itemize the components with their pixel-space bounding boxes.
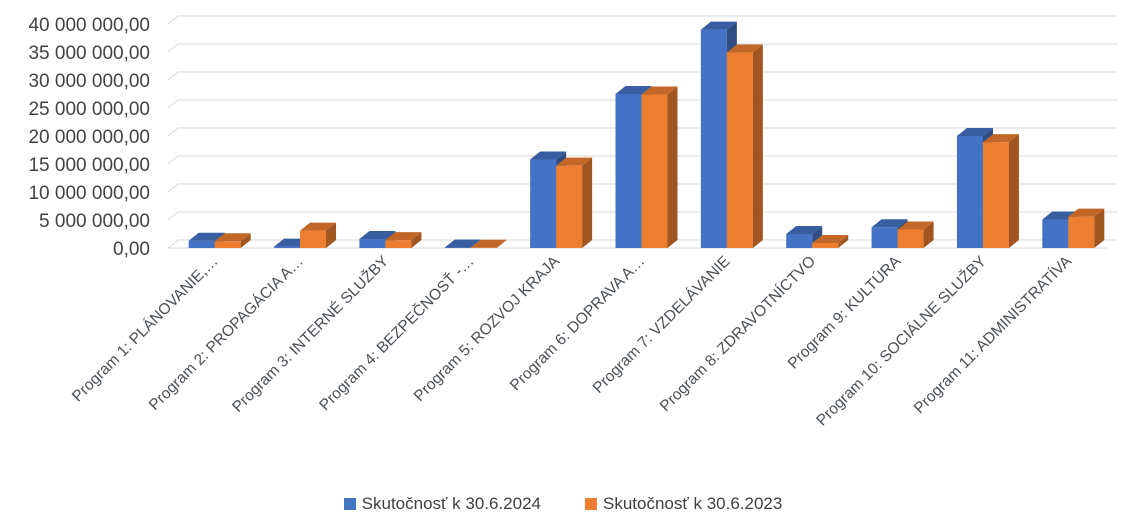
legend-swatch-2024 [343, 498, 356, 510]
gridline [167, 127, 1117, 137]
bar-2023-3 [385, 232, 422, 248]
y-tick-label: 0,00 [113, 239, 150, 260]
bar-2023-9 [897, 221, 934, 248]
y-tick-label: 5 000 000,00 [39, 211, 150, 232]
bar-2023-5 [556, 157, 593, 248]
x-tick-label: Program 10: SOCIÁLNE SLUŽBY [813, 253, 989, 429]
bar-2023-6 [641, 86, 678, 248]
y-axis: 0,00 5 000 000,00 10 000 000,00 15 000 000,… [28, 15, 150, 260]
legend-item-2024[interactable]: Skutočnosť k 30.6.2024 [343, 494, 541, 514]
bar-2023-8 [812, 234, 849, 248]
x-tick-label: Program 1: PLÁNOVANIE,… [69, 253, 222, 406]
x-tick-label: Program 4: BEZPEČNOSŤ -… [316, 253, 477, 414]
y-tick-label: 15 000 000,00 [28, 155, 150, 176]
bar-2024-8 [786, 226, 823, 248]
legend-label-2024: Skutočnosť k 30.6.2024 [361, 494, 541, 513]
bar-series [188, 21, 1105, 249]
y-tick-label: 30 000 000,00 [28, 71, 150, 92]
x-tick-label: Program 7: VZDELÁVANIE [590, 253, 734, 397]
y-tick-label: 25 000 000,00 [28, 99, 150, 120]
y-tick-label: 20 000 000,00 [28, 127, 150, 148]
x-tick-label: Program 8: ZDRAVOTNÍCTVO [657, 253, 819, 415]
gridlines [167, 15, 1117, 249]
x-tick-label: Program 3: INTERNÉ SLUŽBY [229, 253, 392, 416]
x-tick-label: Program 11: ADMINISTRATÍVA [911, 252, 1076, 417]
legend-label-2023: Skutočnosť k 30.6.2023 [603, 494, 783, 513]
gridline [167, 211, 1117, 221]
bar-2023-2 [300, 222, 337, 248]
y-tick-label: 35 000 000,00 [28, 43, 150, 64]
bar-2023-7 [726, 44, 763, 249]
bar-2023-1 [214, 233, 251, 248]
legend-item-2023[interactable]: Skutočnosť k 30.6.2023 [585, 494, 782, 514]
y-tick-label: 40 000 000,00 [28, 15, 150, 36]
gridline [167, 15, 1117, 25]
gridline [167, 155, 1117, 165]
gridline [167, 71, 1117, 81]
bar-2023-11 [1068, 208, 1105, 248]
gridline [167, 43, 1117, 53]
x-tick-label: Program 5: ROZVOJ KRAJA [411, 252, 564, 405]
gridline [167, 99, 1117, 109]
bar-2023-4 [470, 239, 507, 248]
x-tick-label: Program 2: PROPAGÁCIA A… [146, 253, 307, 414]
y-tick-label: 10 000 000,00 [28, 183, 150, 204]
gridline [167, 183, 1117, 193]
x-axis: Program 1: PLÁNOVANIE,…Program 2: PROPAG… [69, 252, 1076, 429]
legend-swatch-2023 [585, 498, 597, 510]
legend: Skutočnosť k 30.6.2024 Skutočnosť k 30.6… [0, 494, 1126, 514]
bar-2023-10 [982, 134, 1019, 248]
x-tick-label: Program 6: DOPRAVA A… [507, 253, 648, 394]
